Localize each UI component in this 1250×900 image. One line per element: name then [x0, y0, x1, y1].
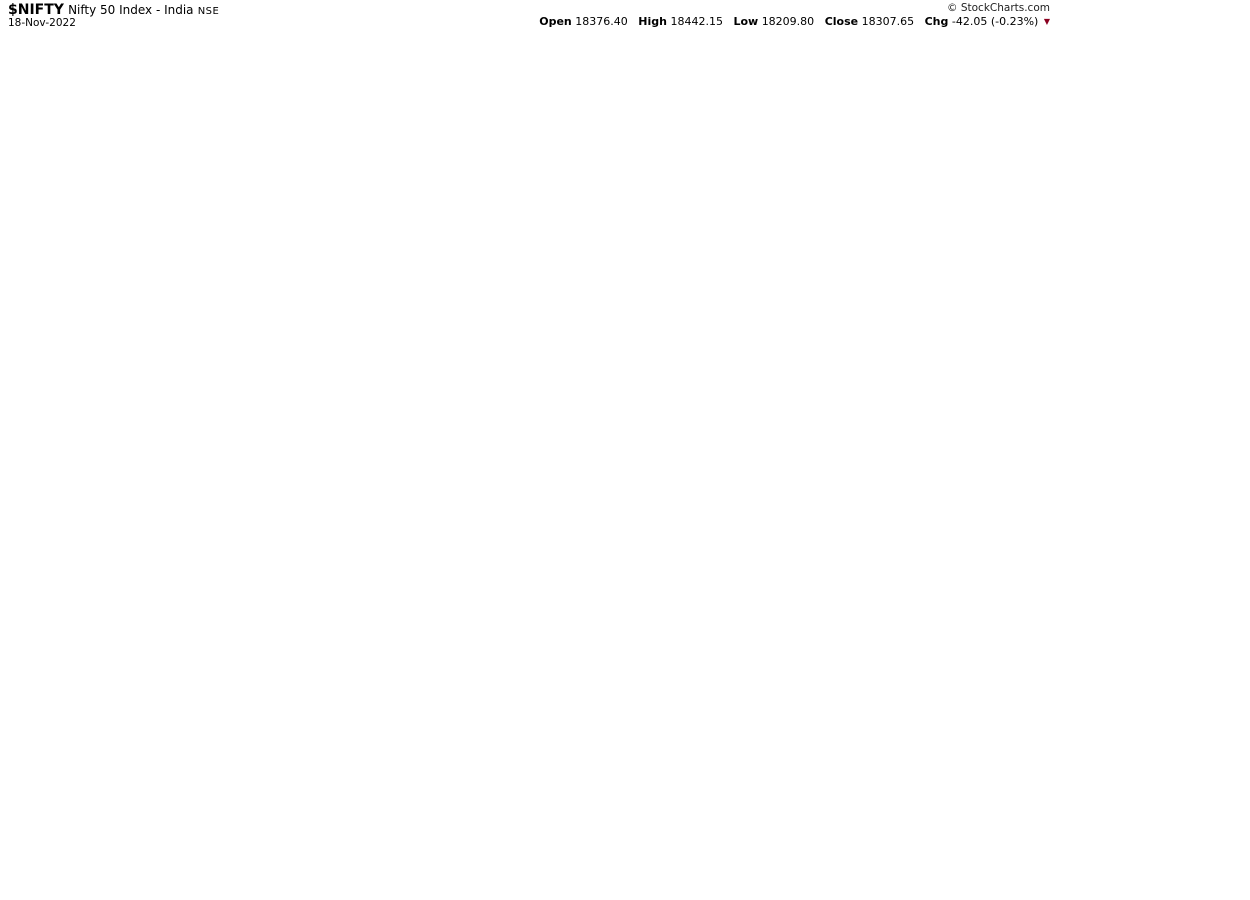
- chart-title: $NIFTY Nifty 50 Index - India NSE: [8, 2, 219, 18]
- chg-label: Chg: [924, 15, 949, 28]
- chart-date: 18-Nov-2022: [8, 17, 76, 29]
- low-value: 18209.80: [761, 15, 815, 28]
- chg-value: -42.05 (-0.23%): [951, 15, 1039, 28]
- close-value: 18307.65: [861, 15, 915, 28]
- copyright: © StockCharts.com: [947, 2, 1050, 14]
- high-value: 18442.15: [670, 15, 723, 28]
- chg-down-triangle-icon: ▼: [1043, 17, 1050, 26]
- instrument-name: Nifty 50 Index - India: [68, 3, 194, 17]
- exchange-label: NSE: [197, 6, 220, 17]
- close-label: Close: [824, 15, 859, 28]
- ticker-symbol: $NIFTY: [8, 2, 64, 18]
- open-label: Open: [539, 15, 572, 28]
- ohlc-readout: Open 18376.40 High 18442.15 Low 18209.80…: [532, 15, 1050, 28]
- high-label: High: [638, 15, 667, 28]
- low-label: Low: [733, 15, 759, 28]
- open-value: 18376.40: [575, 15, 628, 28]
